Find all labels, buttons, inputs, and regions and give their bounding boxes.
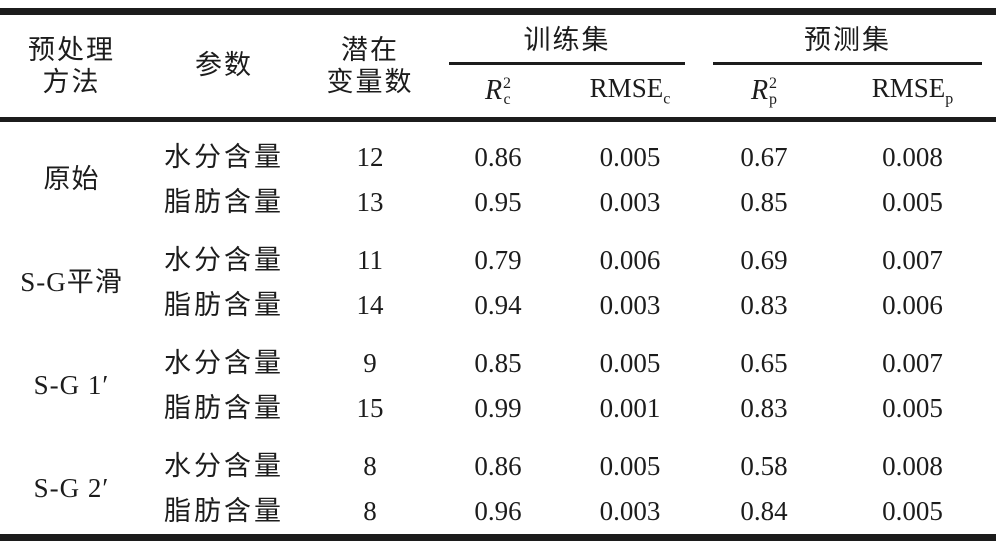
r-italic: R [750, 74, 769, 106]
method-group-sg-1st-derivative: S-G 1′ 水分含量 9 0.85 0.005 0.65 0.007 脂肪含量… [0, 328, 996, 431]
rmsep-symbol: RMSEp [871, 73, 954, 108]
header-latent-line2: 变量数 [326, 67, 414, 97]
rmsep-cell: 0.006 [882, 289, 943, 320]
r-superscript: 2 [503, 75, 512, 92]
rmsec-cell: 0.005 [599, 141, 661, 172]
r2p-cell: 0.84 [740, 495, 788, 526]
rmsep-cell: 0.005 [882, 495, 943, 526]
r2c-cell: 0.86 [474, 450, 522, 481]
latent-cell: 8 [363, 495, 377, 526]
table-row: 脂肪含量 8 0.96 0.003 0.84 0.005 [0, 489, 996, 538]
param-cell: 脂肪含量 [164, 186, 284, 217]
table-row: 脂肪含量 15 0.99 0.001 0.83 0.005 [0, 386, 996, 431]
rmsep-cell: 0.008 [882, 450, 943, 481]
latent-cell: 11 [357, 244, 383, 275]
method-cell: S-G 2′ [33, 473, 110, 504]
method-cell: 原始 [43, 164, 100, 195]
header-latent-line1: 潜在 [341, 34, 399, 65]
rmsep-cell: 0.007 [882, 244, 943, 275]
latent-cell: 14 [356, 289, 384, 320]
rmsec-cell: 0.001 [599, 392, 661, 423]
rmsec-cell: 0.003 [599, 289, 661, 320]
rmsec-cell: 0.003 [599, 186, 661, 217]
method-group-sg-2nd-derivative: S-G 2′ 水分含量 8 0.86 0.005 0.58 0.008 脂肪含量… [0, 431, 996, 538]
param-cell: 脂肪含量 [164, 289, 284, 320]
r2c-cell: 0.86 [474, 141, 522, 172]
rmsec-cell: 0.005 [599, 347, 661, 378]
r2p-cell: 0.65 [740, 347, 788, 378]
method-group-original: 原始 水分含量 12 0.86 0.005 0.67 0.008 脂肪含量 13… [0, 120, 996, 226]
rmsep-cell: 0.007 [882, 347, 943, 378]
header-method-line2: 方法 [42, 67, 101, 97]
rmsep-cell: 0.005 [882, 186, 943, 217]
header-prediction-set-group: 预测集 [699, 12, 996, 65]
header-training-set-group: 训练集 [435, 12, 699, 65]
r2p-cell: 0.58 [740, 450, 788, 481]
r2p-cell: 0.67 [740, 141, 788, 172]
table-row: 脂肪含量 13 0.95 0.003 0.85 0.005 [0, 180, 996, 225]
param-cell: 水分含量 [164, 450, 284, 481]
param-cell: 水分含量 [164, 141, 284, 172]
header-latent-variables: 潜在 变量数 [305, 11, 435, 122]
r2c-cell: 0.94 [474, 289, 522, 320]
rmsec-cell: 0.006 [599, 244, 661, 275]
header-method-line1: 预处理 [28, 34, 115, 65]
table-row: S-G平滑 水分含量 11 0.79 0.006 0.69 0.007 [0, 225, 996, 297]
param-cell: 脂肪含量 [164, 495, 284, 526]
header-param: 参数 [143, 11, 305, 122]
latent-cell: 15 [356, 392, 384, 423]
r2p-cell: 0.83 [740, 289, 788, 320]
latent-cell: 8 [363, 450, 377, 481]
param-cell: 脂肪含量 [164, 392, 284, 423]
r-subscript-p: p [769, 91, 778, 108]
r-superscript: 2 [769, 75, 778, 92]
r2c-cell: 0.79 [474, 244, 522, 275]
table-row: S-G 1′ 水分含量 9 0.85 0.005 0.65 0.007 [0, 328, 996, 400]
r2p-cell: 0.69 [740, 244, 788, 275]
table-row: 脂肪含量 14 0.94 0.003 0.83 0.006 [0, 283, 996, 328]
r2p-cell: 0.85 [740, 186, 788, 217]
r2c-cell: 0.96 [474, 495, 522, 526]
r2c-cell: 0.95 [474, 186, 522, 217]
rmsep-cell: 0.005 [882, 392, 943, 423]
header-method: 预处理 方法 [0, 11, 143, 122]
latent-cell: 12 [356, 141, 384, 172]
table-row: 原始 水分含量 12 0.86 0.005 0.67 0.008 [0, 120, 996, 194]
method-cell: S-G 1′ [33, 370, 110, 401]
header-rmsep: RMSEp [829, 65, 996, 122]
rmsep-cell: 0.008 [882, 141, 943, 172]
param-cell: 水分含量 [164, 244, 284, 275]
param-cell: 水分含量 [164, 347, 284, 378]
method-group-sg-smooth: S-G平滑 水分含量 11 0.79 0.006 0.69 0.007 脂肪含量… [0, 225, 996, 328]
latent-cell: 13 [356, 186, 384, 217]
r2p-cell: 0.83 [740, 392, 788, 423]
latent-cell: 9 [363, 347, 377, 378]
prediction-set-label: 预测集 [713, 26, 982, 65]
r-italic: R [484, 74, 503, 106]
rmsec-cell: 0.003 [599, 495, 661, 526]
r2c-cell: 0.85 [474, 347, 522, 378]
rmsec-symbol: RMSEc [589, 73, 671, 108]
r-subscript-c: c [503, 91, 511, 108]
r2c-cell: 0.99 [474, 392, 522, 423]
training-set-label: 训练集 [449, 26, 685, 65]
method-cell: S-G平滑 [20, 267, 123, 298]
header-rmsec: RMSEc [561, 65, 699, 122]
rmsec-cell: 0.005 [599, 450, 661, 481]
table-row: S-G 2′ 水分含量 8 0.86 0.005 0.58 0.008 [0, 431, 996, 503]
